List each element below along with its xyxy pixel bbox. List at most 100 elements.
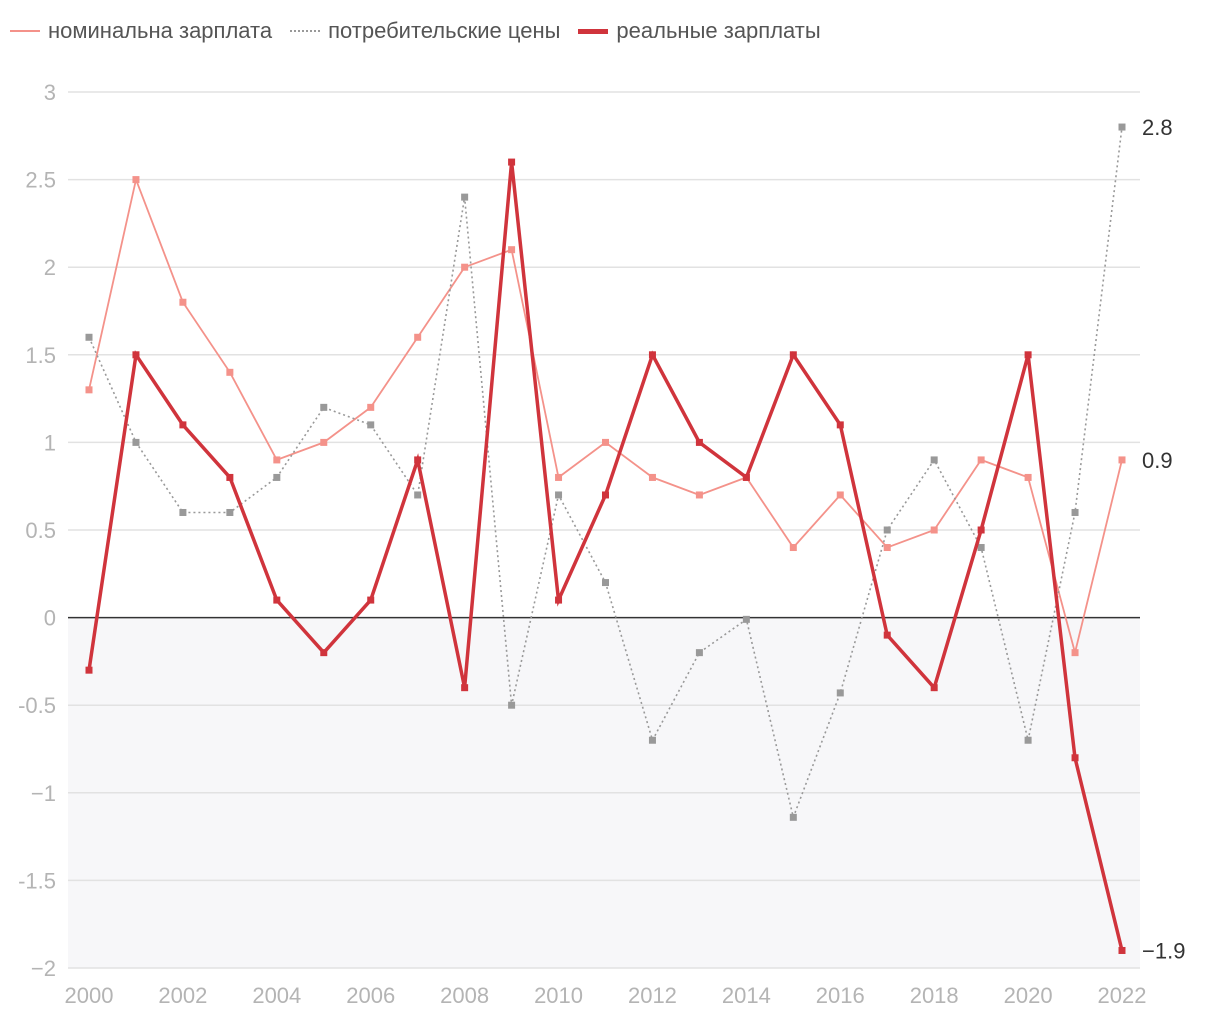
data-point-real-wages[interactable]	[742, 473, 750, 481]
data-point-real-wages[interactable]	[226, 473, 234, 481]
x-tick-label: 2000	[65, 983, 114, 1008]
data-point-consumer-prices[interactable]	[648, 736, 656, 744]
data-point-real-wages[interactable]	[179, 421, 187, 429]
data-point-consumer-prices[interactable]	[320, 403, 328, 411]
data-point-nominal-wage[interactable]	[85, 386, 93, 394]
data-point-nominal-wage[interactable]	[977, 456, 985, 464]
data-point-consumer-prices[interactable]	[789, 813, 797, 821]
data-point-consumer-prices[interactable]	[836, 689, 844, 697]
data-point-nominal-wage[interactable]	[695, 491, 703, 499]
data-point-real-wages[interactable]	[836, 421, 844, 429]
data-point-consumer-prices[interactable]	[132, 438, 140, 446]
data-point-nominal-wage[interactable]	[602, 438, 609, 446]
data-point-consumer-prices[interactable]	[695, 649, 703, 657]
data-point-real-wages[interactable]	[367, 596, 375, 604]
y-tick-label: -0.5	[18, 693, 56, 718]
data-point-nominal-wage[interactable]	[508, 246, 516, 254]
data-point-consumer-prices[interactable]	[367, 421, 375, 429]
legend-swatch-real-wages	[578, 28, 609, 34]
y-tick-label: 0	[44, 606, 56, 631]
data-point-consumer-prices[interactable]	[1071, 508, 1079, 516]
data-point-real-wages[interactable]	[273, 596, 281, 604]
y-tick-label: −1	[31, 781, 56, 806]
data-point-real-wages[interactable]	[132, 351, 140, 359]
end-value-label: 2.8	[1142, 115, 1173, 140]
data-point-real-wages[interactable]	[1071, 754, 1079, 762]
data-point-nominal-wage[interactable]	[367, 403, 375, 411]
data-point-real-wages[interactable]	[648, 351, 656, 359]
y-tick-label: -1.5	[18, 868, 56, 893]
data-point-nominal-wage[interactable]	[930, 526, 938, 534]
x-tick-label: 2010	[534, 983, 583, 1008]
data-point-real-wages[interactable]	[461, 684, 469, 692]
data-point-nominal-wage[interactable]	[555, 473, 563, 481]
x-tick-label: 2004	[252, 983, 301, 1008]
legend-label-consumer-prices: потребительские цены	[328, 18, 561, 43]
y-tick-label: 0.5	[25, 518, 56, 543]
data-point-nominal-wage[interactable]	[320, 438, 328, 446]
data-point-consumer-prices[interactable]	[414, 491, 422, 499]
x-tick-label: 2008	[440, 983, 489, 1008]
data-point-real-wages[interactable]	[85, 666, 93, 674]
data-point-consumer-prices[interactable]	[555, 491, 563, 499]
data-point-nominal-wage[interactable]	[789, 544, 797, 552]
data-point-consumer-prices[interactable]	[85, 333, 93, 341]
data-point-nominal-wage[interactable]	[132, 176, 140, 184]
x-tick-label: 2012	[628, 983, 677, 1008]
legend-label-real-wages: реальные зарплаты	[616, 18, 821, 43]
data-point-real-wages[interactable]	[789, 351, 797, 359]
data-point-real-wages[interactable]	[508, 158, 516, 166]
data-point-real-wages[interactable]	[320, 649, 328, 657]
data-point-consumer-prices[interactable]	[977, 544, 985, 552]
legend-item-real-wages[interactable]: реальные зарплаты	[578, 18, 821, 44]
y-tick-label: −2	[31, 956, 56, 981]
data-point-real-wages[interactable]	[555, 596, 563, 604]
data-point-real-wages[interactable]	[695, 438, 703, 446]
data-point-consumer-prices[interactable]	[602, 579, 609, 587]
data-point-nominal-wage[interactable]	[461, 263, 469, 271]
data-point-consumer-prices[interactable]	[461, 193, 469, 201]
data-point-nominal-wage[interactable]	[414, 333, 422, 341]
legend-item-nominal-wage[interactable]: номинальна зарплата	[10, 18, 272, 44]
data-point-real-wages[interactable]	[414, 456, 422, 464]
y-tick-label: 2	[44, 255, 56, 280]
x-tick-label: 2018	[910, 983, 959, 1008]
data-point-real-wages[interactable]	[602, 491, 609, 499]
data-point-consumer-prices[interactable]	[1118, 123, 1126, 131]
data-point-real-wages[interactable]	[1118, 946, 1126, 954]
data-point-consumer-prices[interactable]	[1024, 736, 1032, 744]
data-point-consumer-prices[interactable]	[508, 701, 516, 709]
data-point-nominal-wage[interactable]	[883, 544, 891, 552]
legend-item-consumer-prices[interactable]: потребительские цены	[290, 18, 560, 44]
data-point-real-wages[interactable]	[1024, 351, 1032, 359]
data-point-consumer-prices[interactable]	[930, 456, 938, 464]
data-point-consumer-prices[interactable]	[883, 526, 891, 534]
data-point-nominal-wage[interactable]	[1024, 473, 1032, 481]
data-point-consumer-prices[interactable]	[273, 473, 281, 481]
data-point-real-wages[interactable]	[977, 526, 985, 534]
end-value-label: 0.9	[1142, 448, 1173, 473]
data-point-nominal-wage[interactable]	[226, 368, 234, 376]
data-point-real-wages[interactable]	[930, 684, 938, 692]
y-tick-label: 3	[44, 80, 56, 105]
legend-label-nominal-wage: номинальна зарплата	[48, 18, 273, 43]
x-tick-label: 2022	[1098, 983, 1147, 1008]
data-point-nominal-wage[interactable]	[1118, 456, 1126, 464]
data-point-nominal-wage[interactable]	[179, 298, 187, 306]
x-tick-label: 2016	[816, 983, 865, 1008]
data-point-nominal-wage[interactable]	[648, 473, 656, 481]
x-tick-label: 2002	[158, 983, 207, 1008]
data-point-nominal-wage[interactable]	[836, 491, 844, 499]
data-point-consumer-prices[interactable]	[179, 508, 187, 516]
data-point-nominal-wage[interactable]	[1071, 649, 1079, 657]
x-tick-label: 2020	[1004, 983, 1053, 1008]
data-point-consumer-prices[interactable]	[226, 508, 234, 516]
x-tick-label: 2014	[722, 983, 771, 1008]
y-tick-label: 1.5	[25, 343, 56, 368]
data-point-consumer-prices[interactable]	[742, 615, 750, 623]
data-point-real-wages[interactable]	[883, 631, 891, 639]
y-tick-label: 1	[44, 430, 56, 455]
data-point-nominal-wage[interactable]	[273, 456, 281, 464]
legend-swatch-nominal-wage	[10, 30, 40, 32]
